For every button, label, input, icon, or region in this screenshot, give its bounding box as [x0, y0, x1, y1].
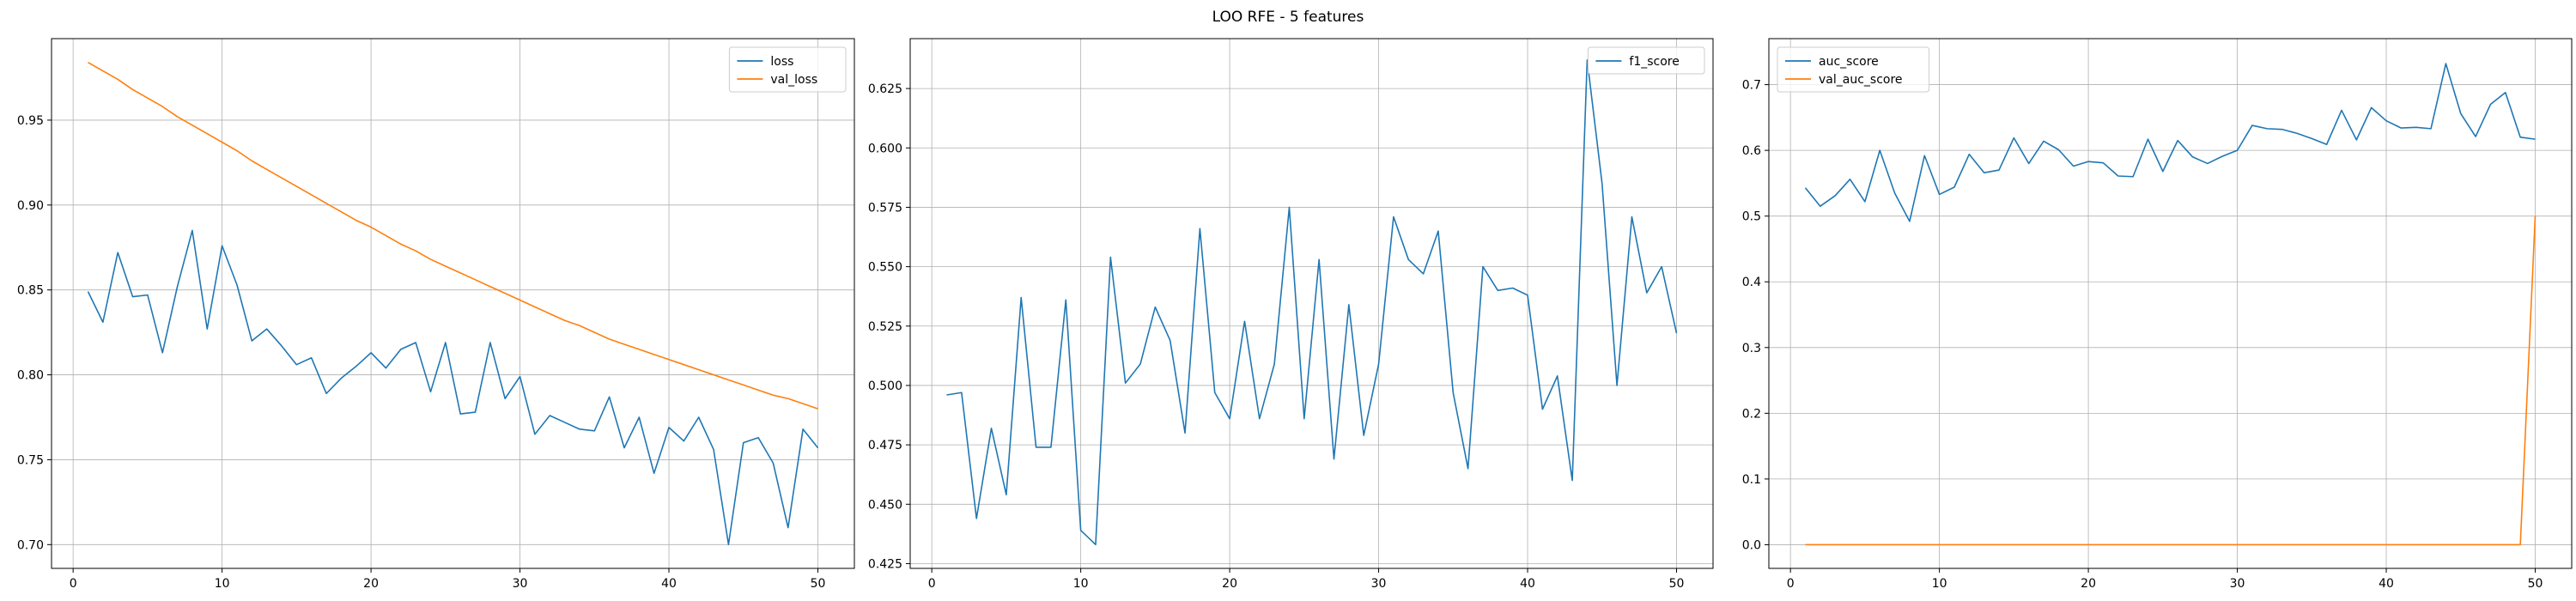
legend-label-loss: loss	[770, 55, 793, 69]
x-tick-label: 20	[2081, 577, 2096, 591]
subplot-3: 0 10 20 30 40 50 0.0 0.1 0.2 0.3 0.4 0.5 0.6 0.7 auc_s…	[1742, 38, 2573, 591]
x-tick-label: 30	[1371, 577, 1387, 591]
x-tick-label: 20	[1222, 577, 1237, 591]
axes-frame	[1768, 38, 2573, 569]
x-tick-label: 0	[1787, 577, 1795, 591]
x-tick-label: 20	[363, 577, 379, 591]
y-tick-label: 0.7	[1742, 79, 1761, 93]
legend-box	[728, 46, 847, 93]
y-tick-label: 0.85	[17, 284, 44, 298]
y-tick-label: 0.425	[868, 557, 902, 571]
y-tick-label: 0.2	[1742, 407, 1761, 421]
y-tick-label: 0.0	[1742, 538, 1761, 552]
y-tick-label: 0.4	[1742, 276, 1761, 289]
series-line-val_loss	[88, 61, 818, 410]
x-tick-label: 0	[928, 577, 936, 591]
x-tick-label: 30	[2230, 577, 2245, 591]
legend-label-auc_score: auc_score	[1819, 55, 1879, 69]
x-tick-label: 30	[513, 577, 528, 591]
x-tick-label: 40	[661, 577, 677, 591]
x-tick-label: 50	[811, 577, 826, 591]
y-tick-label: 0.600	[868, 142, 902, 155]
y-tick-label: 0.550	[868, 261, 902, 275]
y-tick-label: 0.75	[17, 453, 44, 467]
series-line-f1_score	[946, 59, 1678, 546]
y-tick-label: 0.575	[868, 201, 902, 215]
y-tick-label: 0.3	[1742, 342, 1761, 355]
y-tick-label: 0.95	[17, 114, 44, 128]
y-tick-label: 0.5	[1742, 210, 1761, 224]
subplot-1: 0 10 20 30 40 50 0.70 0.75 0.80 0.85 0.90 0.95 loss v…	[17, 38, 855, 591]
axes-frame	[909, 38, 1714, 569]
subplot-2: 0 10 20 30 40 50 0.425 0.450 0.475 0.500 0.525 0.55…	[868, 38, 1714, 591]
series-line-auc_score	[1804, 63, 2536, 222]
legend: f1_score	[1587, 46, 1705, 75]
y-tick-label: 0.625	[868, 82, 902, 96]
y-tick-label: 0.80	[17, 369, 44, 383]
y-tick-label: 0.475	[868, 439, 902, 452]
series-line-val_auc_score	[1805, 216, 2537, 546]
y-tick-label: 0.525	[868, 320, 902, 334]
legend: loss val_loss	[728, 46, 847, 93]
x-tick-label: 50	[2528, 577, 2543, 591]
y-tick-label: 0.450	[868, 498, 902, 512]
figure-suptitle: LOO RFE - 5 features	[1212, 9, 1364, 26]
x-tick-label: 10	[215, 577, 230, 591]
x-tick-label: 40	[2379, 577, 2394, 591]
legend-box	[1587, 46, 1705, 75]
legend-label-val_auc_score: val_auc_score	[1819, 73, 1903, 87]
x-tick-label: 10	[1073, 577, 1089, 591]
y-tick-label: 0.70	[17, 538, 44, 552]
x-tick-label: 50	[1669, 577, 1685, 591]
legend-box	[1777, 46, 1930, 93]
x-tick-label: 40	[1520, 577, 1535, 591]
x-tick-label: 0	[70, 577, 77, 591]
y-tick-label: 0.1	[1742, 473, 1761, 487]
y-tick-label: 0.500	[868, 379, 902, 393]
legend-label-f1_score: f1_score	[1629, 55, 1679, 69]
legend-label-val_loss: val_loss	[770, 73, 817, 87]
legend: auc_score val_auc_score	[1777, 46, 1930, 93]
y-tick-label: 0.6	[1742, 144, 1761, 158]
series-line-loss	[87, 229, 819, 546]
axes-frame	[51, 38, 855, 569]
x-tick-label: 10	[1932, 577, 1947, 591]
y-tick-label: 0.90	[17, 199, 44, 213]
